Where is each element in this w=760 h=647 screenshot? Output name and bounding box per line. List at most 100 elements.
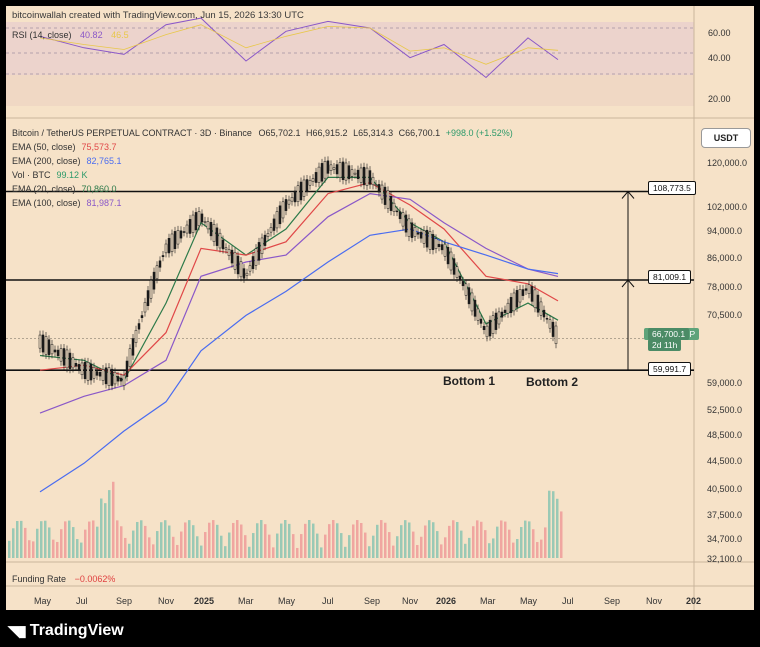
candle-body <box>101 369 105 381</box>
volume-bar <box>456 522 459 558</box>
rsi-line <box>39 17 559 79</box>
candle-body <box>551 321 555 337</box>
candle-body <box>491 315 495 334</box>
rsi-band <box>6 22 694 75</box>
candle-body <box>287 199 291 205</box>
volume-bar <box>84 529 87 558</box>
volume-bar <box>48 527 51 558</box>
indicator-value: 75,573.7 <box>81 142 117 152</box>
price-axis-label: 52,500.0 <box>707 405 743 415</box>
candlestick-series <box>38 156 558 391</box>
rsi-level-20: 20.00 <box>708 94 731 104</box>
candle-body <box>68 352 72 369</box>
volume-bar <box>312 523 315 558</box>
volume-bar <box>552 491 555 558</box>
time-axis-label: May <box>520 596 538 606</box>
volume-bar <box>388 532 391 558</box>
candle-body <box>377 184 381 193</box>
candle-body <box>407 218 411 237</box>
candle-body <box>296 185 300 203</box>
volume-bar <box>560 511 563 558</box>
volume-bar <box>496 526 499 558</box>
candle-body <box>137 323 141 330</box>
volume-bar <box>404 520 407 558</box>
candle-body <box>398 211 402 220</box>
candle-body <box>86 362 90 381</box>
candle-body <box>161 255 165 258</box>
tradingview-brand: ◥▮ TradingView <box>8 622 124 640</box>
candle-body <box>263 234 267 246</box>
candle-body <box>482 325 486 331</box>
candle-body <box>356 169 360 180</box>
candle-body <box>518 289 522 303</box>
candle-body <box>227 249 231 256</box>
volume-bar <box>548 490 551 558</box>
bottom-2-annotation: Bottom 2 <box>526 375 578 389</box>
volume-bar <box>504 521 507 558</box>
price-axis-label: 44,500.0 <box>707 456 743 466</box>
volume-bar <box>196 536 199 558</box>
volume-bar <box>28 540 31 558</box>
volume-bar <box>152 544 155 558</box>
candle-body <box>485 325 489 338</box>
candle-body <box>392 202 396 212</box>
candle-body <box>383 186 387 205</box>
candle-body <box>233 251 237 270</box>
currency-button[interactable]: USDT <box>701 128 751 148</box>
volume-bar <box>556 498 559 558</box>
volume-bar <box>68 520 71 558</box>
volume-bar <box>516 539 519 558</box>
candle-body <box>410 222 414 238</box>
time-axis-label: Jul <box>562 596 574 606</box>
candle-body <box>446 246 450 265</box>
volume-bar <box>148 537 151 558</box>
indicator-legend-row: Vol · BTC 99.12 K <box>12 170 88 180</box>
volume-bar <box>380 520 383 558</box>
candle-body <box>293 190 297 203</box>
ohlc-open: O65,702.1 <box>258 128 301 138</box>
candle-body <box>314 172 318 183</box>
candle-body <box>302 179 306 197</box>
volume-bar <box>360 522 363 558</box>
price-axis-label: 70,500.0 <box>707 310 743 320</box>
candle-body <box>281 201 285 219</box>
indicator-legend-row: EMA (20, close) 70,860.0 <box>12 184 117 194</box>
ohlc-close: C66,700.1 <box>398 128 441 138</box>
volume-bar <box>200 545 203 558</box>
candle-body <box>380 184 384 200</box>
volume-bar <box>268 534 271 558</box>
candle-body <box>341 161 345 181</box>
volume-bar <box>436 531 439 558</box>
time-axis-label: 2026 <box>436 596 457 606</box>
candle-body <box>185 224 189 234</box>
volume-bar <box>424 525 427 558</box>
price-axis-label: 78,000.0 <box>707 282 743 292</box>
candle-body <box>419 231 423 239</box>
volume-bar <box>472 526 475 558</box>
candle-body <box>401 212 405 227</box>
volume-bar <box>56 541 59 558</box>
arrow-head <box>621 279 635 288</box>
candle-body <box>209 222 213 237</box>
indicator-name: EMA (100, close) <box>12 198 81 208</box>
volume-bar <box>460 530 463 558</box>
volume-bar <box>160 522 163 558</box>
volume-bar <box>32 541 35 558</box>
candle-body <box>245 272 249 276</box>
candle-body <box>239 261 243 278</box>
candle-body <box>158 260 162 268</box>
time-axis-label: Sep <box>364 596 381 606</box>
time-axis-label: Jul <box>76 596 88 606</box>
funding-value: −0.0062% <box>74 574 116 584</box>
volume-bar <box>468 537 471 558</box>
volume-bar <box>168 525 171 558</box>
volume-bar <box>432 522 435 558</box>
volume-bar <box>276 533 279 558</box>
candle-body <box>248 265 252 272</box>
candle-body <box>344 162 348 181</box>
indicator-value: 70,860.0 <box>81 184 117 194</box>
volume-bar <box>292 534 295 558</box>
volume-bar <box>76 539 79 558</box>
volume-bar <box>92 520 95 558</box>
volume-bar <box>280 523 283 558</box>
